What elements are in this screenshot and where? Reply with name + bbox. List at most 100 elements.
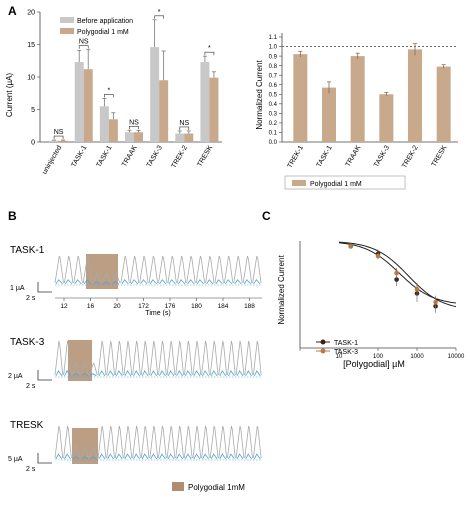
bar-before <box>125 132 134 142</box>
panel-label-b: B <box>8 209 17 223</box>
bar-before <box>99 106 109 142</box>
x-tick-label: TRAAK <box>121 144 139 168</box>
bar-polygodial <box>58 140 68 142</box>
polygodial-application-box <box>86 254 118 289</box>
legend-label: Polygodial 1 mM <box>310 181 362 188</box>
bar-before <box>74 62 84 142</box>
x-tick-label: TASK-1 <box>70 144 88 168</box>
scale-current-task1: 1 µA <box>10 285 25 292</box>
legend-label-before: Before application <box>77 18 133 25</box>
fit-curve <box>338 241 457 308</box>
y-tick-label: 0.5 <box>269 92 278 98</box>
y-tick-label: 0.1 <box>269 131 278 137</box>
trace-label-tresk: TRESK <box>10 420 44 431</box>
bottom-legend-swatch <box>172 482 184 491</box>
scale-time-task1: 2 s <box>26 295 36 302</box>
time-tick-label: 172 <box>138 303 149 310</box>
bar <box>408 49 422 143</box>
time-axis-label: Time (s) <box>145 310 170 317</box>
legend: Before application Polygodial 1 mM <box>60 17 133 36</box>
trace-gray <box>54 425 262 459</box>
data-point <box>348 244 354 249</box>
data-point <box>375 253 381 259</box>
y-tick-label: 0.7 <box>269 73 278 79</box>
current-bar-chart: Current (µA) Before application Polygodi… <box>5 9 222 176</box>
y-tick-label: 20 <box>27 10 35 17</box>
x-tick-label: uninjected <box>41 144 63 175</box>
y-axis-label: Normalized Current <box>277 255 286 325</box>
y-tick-label: 0.3 <box>269 112 278 118</box>
scale-bar <box>37 282 52 293</box>
bar-polygodial <box>209 77 219 142</box>
bar-before <box>200 62 210 142</box>
x-tick-label: 10000 <box>448 354 465 360</box>
x-tick-label: TASK-3 <box>146 144 164 168</box>
significance-bracket <box>104 94 114 98</box>
significance-label: NS <box>129 119 139 126</box>
data-point <box>394 270 399 276</box>
bar <box>436 66 451 142</box>
y-axis-label: Current (µA) <box>5 73 14 118</box>
y-tick-label: 1.0 <box>269 45 278 51</box>
trace-label-task1: TASK-1 <box>10 245 45 256</box>
bar <box>322 87 336 142</box>
x-tick-label: TRAAK <box>345 144 363 168</box>
scale-bar <box>37 370 52 381</box>
bar-before <box>150 47 160 142</box>
trace-blue <box>55 453 261 460</box>
bar-polygodial <box>134 132 143 142</box>
time-tick-label: 180 <box>191 303 202 310</box>
y-tick-label: 0.2 <box>269 121 278 127</box>
scale-time-task3: 2 s <box>26 383 36 390</box>
significance-label: * <box>208 45 211 52</box>
time-tick-label: 176 <box>165 303 176 310</box>
y-tick-label: 15 <box>27 42 35 49</box>
significance-bracket <box>129 126 139 130</box>
x-tick-label: 100 <box>373 354 384 360</box>
significance-bracket <box>53 135 64 140</box>
legend-marker-task3 <box>320 348 326 354</box>
panel-label-a: A <box>8 4 17 18</box>
y-tick-label: 0.6 <box>269 83 278 89</box>
trace-gray <box>54 255 262 284</box>
dose-response-chart: Normalized Current [Polygodial] µM TASK-… <box>277 241 465 369</box>
significance-bracket <box>78 45 89 49</box>
time-tick-label: 16 <box>87 303 95 310</box>
bar-polygodial <box>108 119 118 142</box>
x-tick-label: 10 <box>336 354 343 360</box>
significance-label: NS <box>79 39 89 46</box>
y-tick-label: 10 <box>27 75 35 82</box>
legend-swatch-polygodial <box>60 28 74 34</box>
bar <box>379 94 394 142</box>
data-point <box>394 277 399 282</box>
polygodial-application-box <box>72 428 98 464</box>
normalized-bar-chart: Normalized Current Polygodial 1 mM 0.0 0.… <box>255 33 458 190</box>
legend-label-task3: TASK-3 <box>334 349 358 356</box>
bar-polygodial <box>83 69 93 142</box>
scale-bar <box>37 453 52 464</box>
y-axis-label: Normalized Current <box>255 60 264 130</box>
panel-label-c: C <box>262 209 271 223</box>
legend-label-polygodial: Polygodial 1 mM <box>77 29 129 36</box>
significance-bracket <box>154 15 164 19</box>
time-tick-label: 184 <box>218 303 229 310</box>
x-tick-label: TASK-1 <box>96 144 114 168</box>
time-tick-label: 188 <box>244 303 255 310</box>
x-tick-label: TASK-3 <box>373 144 391 168</box>
y-tick-label: 0.0 <box>269 140 278 146</box>
x-tick-label: TRESK <box>196 144 214 168</box>
data-point <box>414 286 420 292</box>
x-tick-label: TREK-2 <box>401 144 420 169</box>
scale-time-tresk: 2 s <box>26 466 36 473</box>
legend-marker-task1 <box>320 339 326 345</box>
x-tick-label: TREK-1 <box>287 144 306 169</box>
significance-label: NS <box>179 120 189 127</box>
legend-box <box>284 175 406 190</box>
time-tick-label: 12 <box>60 303 68 310</box>
current-traces: TASK-1 1 µA 2 s Time (s) TASK-3 2 µA 2 s… <box>8 245 262 492</box>
significance-bracket <box>179 126 190 130</box>
trace-gray <box>54 340 262 376</box>
legend: TASK-1 TASK-3 <box>316 339 358 356</box>
x-tick-label: TREK-2 <box>171 144 190 169</box>
